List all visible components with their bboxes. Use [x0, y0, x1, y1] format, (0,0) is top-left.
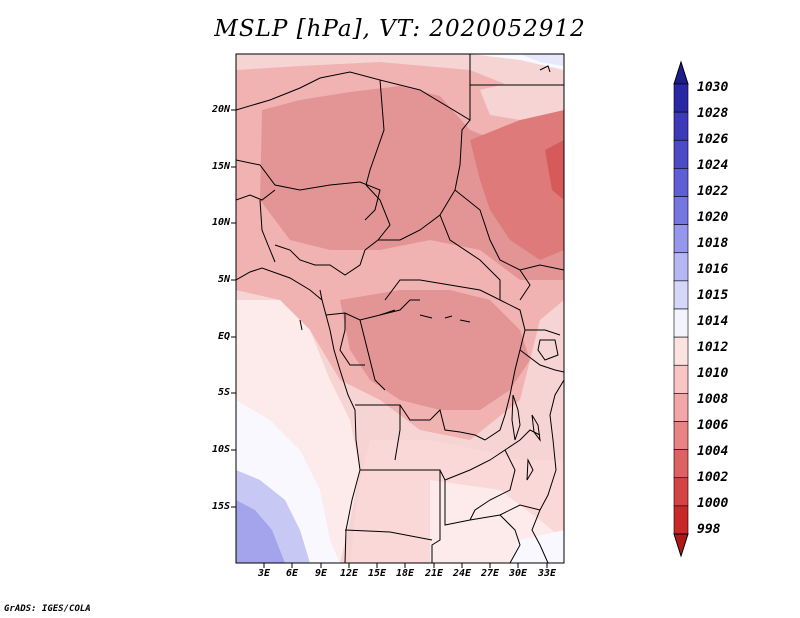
lat-label: 10S	[211, 444, 230, 455]
colorbar-label: 1016	[697, 262, 729, 277]
map-title: MSLP [hPa], VT: 2020052912	[214, 16, 586, 42]
colorbar-segment	[673, 393, 689, 422]
plot-frame	[235, 53, 565, 564]
colorbar-segment	[673, 224, 689, 254]
colorbar-segment	[673, 449, 689, 479]
lon-label: 15E	[367, 568, 387, 579]
axis-ticks	[231, 109, 548, 568]
colorbar-segment	[673, 111, 689, 141]
colorbar-segment	[673, 336, 689, 366]
colorbar-segment	[673, 364, 689, 394]
colorbar	[673, 60, 689, 558]
lat-label: 5S	[217, 387, 230, 398]
lat-label: 5N	[217, 274, 230, 285]
colorbar-label: 1020	[697, 210, 729, 225]
colorbar-segment	[673, 421, 689, 450]
colorbar-segment	[673, 196, 689, 225]
lon-label: 21E	[424, 568, 444, 579]
colorbar-label: 1004	[697, 444, 729, 459]
field-ne-blue	[520, 54, 564, 66]
lon-label: 27E	[480, 568, 500, 579]
colorbar-label: 1028	[697, 106, 729, 121]
colorbar-label: 1008	[697, 392, 729, 407]
colorbar-segment	[673, 308, 689, 338]
colorbar-label: 1014	[697, 314, 729, 329]
credit-text: GrADS: IGES/COLA	[4, 604, 91, 614]
colorbar-segment	[673, 139, 689, 169]
colorbar-segment	[673, 252, 689, 282]
lat-label: 10N	[211, 217, 230, 228]
field-dark-sahel	[260, 86, 564, 280]
lon-label: 18E	[395, 568, 415, 579]
colorbar-label: 1002	[697, 470, 729, 485]
colorbar-cap-top	[673, 60, 689, 85]
colorbar-segment	[673, 280, 689, 310]
colorbar-segment	[673, 83, 689, 113]
pressure-field	[236, 54, 564, 563]
colorbar-label: 1015	[697, 288, 729, 303]
field-south-white	[510, 530, 564, 563]
field-red-core	[545, 140, 564, 200]
lon-label: 24E	[452, 568, 472, 579]
lat-label: EQ	[217, 331, 230, 342]
lon-label: 33E	[537, 568, 557, 579]
colorbar-segment	[673, 477, 689, 507]
colorbar-segment	[673, 505, 689, 535]
lon-label: 3E	[257, 568, 271, 579]
colorbar-label: 1010	[697, 366, 729, 381]
lat-label: 15S	[211, 501, 230, 512]
lat-label: 20N	[211, 104, 230, 115]
colorbar-label: 1018	[697, 236, 729, 251]
lon-label: 12E	[339, 568, 359, 579]
colorbar-label: 1006	[697, 418, 729, 433]
field-east-light	[480, 80, 564, 120]
lon-label: 9E	[314, 568, 328, 579]
colorbar-label: 1024	[697, 158, 729, 173]
colorbar-cap-bottom	[673, 533, 689, 558]
country-borders	[236, 54, 564, 563]
colorbar-label: 1012	[697, 340, 729, 355]
lon-label: 30E	[508, 568, 528, 579]
lon-label: 6E	[285, 568, 299, 579]
colorbar-label: 1030	[697, 80, 729, 95]
colorbar-label: 1026	[697, 132, 729, 147]
field-ocean-deep	[236, 500, 285, 563]
lat-label: 15N	[211, 161, 230, 172]
colorbar-label: 1022	[697, 184, 729, 199]
field-red-ne	[470, 110, 564, 260]
field-dark-congo	[340, 290, 530, 410]
colorbar-segment	[673, 168, 689, 197]
colorbar-label: 1000	[697, 496, 729, 511]
colorbar-label: 998	[697, 522, 721, 537]
